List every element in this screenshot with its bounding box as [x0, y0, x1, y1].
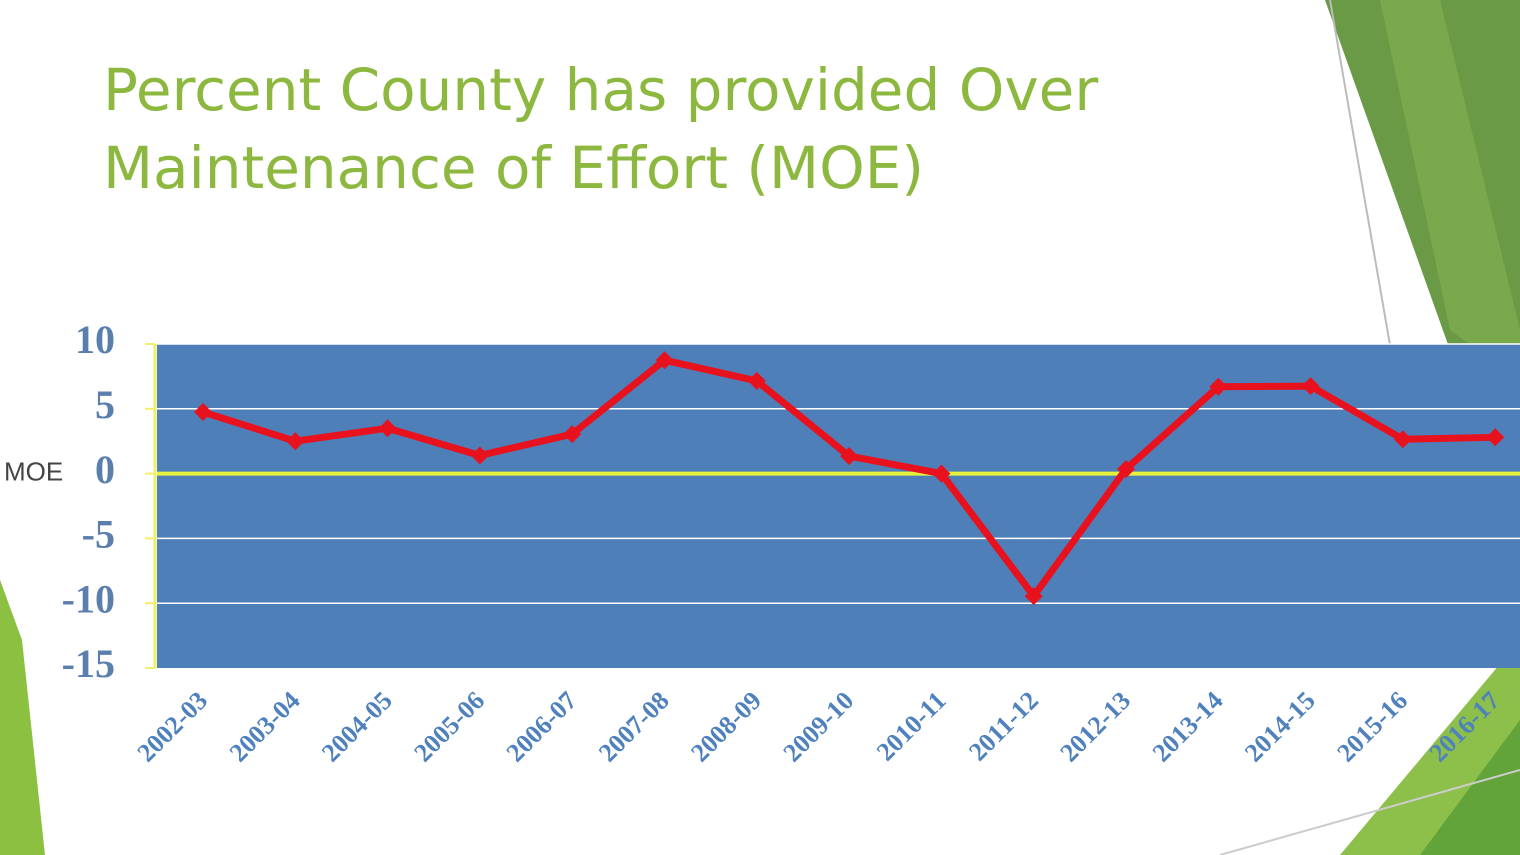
data-point: [840, 447, 859, 466]
x-tick-label: 2005-06: [408, 686, 490, 768]
decor-strip: [0, 580, 45, 855]
chart-title: Percent County has provided Over: [103, 56, 1098, 124]
y-tick-label: 0: [95, 447, 115, 492]
data-point: [1393, 430, 1412, 449]
x-tick-label: 2008-09: [685, 686, 767, 768]
x-tick-label: 2004-05: [316, 686, 398, 768]
x-tick-label: 2014-15: [1239, 686, 1321, 768]
data-point: [378, 419, 397, 438]
decor-triangle: [1420, 720, 1520, 855]
chart-title: Maintenance of Effort (MOE): [103, 134, 924, 202]
data-point: [655, 351, 674, 370]
x-tick-label: 2011-12: [963, 686, 1044, 767]
data-point: [1117, 460, 1135, 479]
y-tick-label: -5: [82, 512, 115, 557]
x-tick-label: 2007-08: [593, 686, 675, 768]
decor-line: [1329, 0, 1391, 346]
chart: -15 -10 -5 0 5 10 MOE 2002-03 2003-04 2004-05 2005…: [4, 317, 1520, 768]
data-point: [1024, 587, 1043, 606]
x-tick-label: 2009-10: [778, 686, 860, 768]
data-point: [470, 446, 489, 465]
x-tick-label: 2003-04: [224, 686, 306, 768]
x-tick-label: 2015-16: [1331, 686, 1413, 768]
data-point: [932, 464, 951, 483]
y-tick-label: -10: [62, 576, 115, 621]
y-tick-label: 5: [95, 382, 115, 427]
decor-triangle: [1380, 0, 1520, 380]
data-point: [194, 403, 212, 422]
data-point: [1209, 377, 1228, 396]
plot-area: [157, 344, 1520, 668]
x-tick-label: 2013-14: [1147, 686, 1229, 768]
data-point: [1486, 428, 1505, 447]
y-tick-label: 10: [75, 317, 115, 362]
x-tick-label: 2006-07: [501, 686, 583, 768]
x-tick-label: 2002-03: [131, 686, 213, 768]
data-point: [747, 371, 766, 390]
x-tick-label: 2010-11: [871, 686, 952, 767]
data-point: [1301, 377, 1320, 396]
decor-line: [1219, 769, 1520, 855]
x-tick-label: 2012-13: [1054, 686, 1136, 768]
moe-label: MOE: [4, 456, 63, 486]
data-point: [286, 432, 305, 451]
data-point: [563, 425, 582, 444]
y-tick-label: -15: [62, 641, 115, 686]
